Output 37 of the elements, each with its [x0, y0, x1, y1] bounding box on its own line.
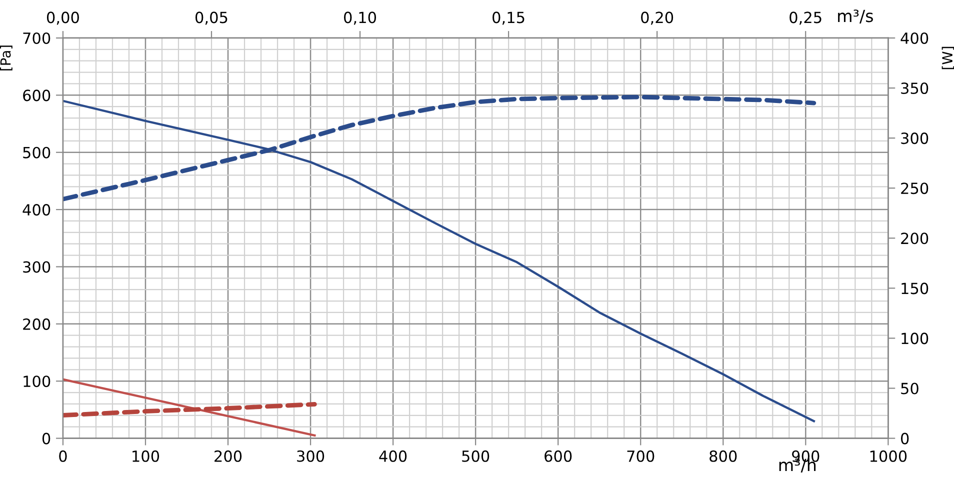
y2-tick-label: 300 — [901, 132, 928, 144]
y2-tick-label: 0 — [900, 432, 909, 444]
y-axis-title: [Pa] — [0, 46, 12, 70]
x-tick-label: 500 — [462, 450, 490, 462]
x-tick-label: 200 — [214, 450, 242, 462]
line-series — [62, 402, 317, 418]
x2-tick-label: 0,05 — [195, 12, 228, 25]
x2-axis-title: m³/s — [838, 10, 873, 24]
y2-tick-label: 350 — [901, 82, 928, 94]
x2-tick-label: 0,15 — [492, 12, 524, 25]
y2-tick-label: 400 — [900, 32, 928, 44]
y-tick-label: 500 — [23, 146, 50, 158]
y-tick-label: 200 — [23, 318, 50, 330]
y-tick-label: 400 — [22, 204, 50, 216]
y-tick-label: 100 — [24, 376, 50, 388]
y2-axis-title: [W] — [942, 46, 954, 70]
x-tick-label: 300 — [297, 450, 324, 462]
x-tick-label: 600 — [544, 450, 572, 462]
y-tick-label: 300 — [23, 261, 50, 273]
x2-tick-label: 0,00 — [46, 12, 79, 25]
y-tick-label: 700 — [23, 32, 50, 44]
x-tick-label: 1000 — [870, 450, 907, 462]
x-tick-label: 0 — [59, 450, 67, 462]
y2-tick-label: 200 — [901, 232, 928, 244]
y2-tick-label: 50 — [901, 382, 918, 394]
y2-tick-label: 250 — [901, 182, 928, 194]
y2-tick-label: 100 — [902, 332, 928, 344]
y-tick-label: 600 — [23, 90, 50, 102]
x-tick-label: 400 — [379, 450, 407, 462]
x2-tick-label: 0,20 — [641, 12, 674, 25]
x-tick-label: 100 — [132, 450, 160, 462]
x2-tick-label: 0,10 — [344, 12, 376, 25]
x-tick-label: 800 — [710, 450, 737, 462]
y-tick-label: 0 — [42, 432, 50, 444]
y2-tick-label: 150 — [902, 282, 928, 294]
x-tick-label: 700 — [627, 450, 654, 462]
x2-tick-label: 0,25 — [790, 12, 822, 25]
